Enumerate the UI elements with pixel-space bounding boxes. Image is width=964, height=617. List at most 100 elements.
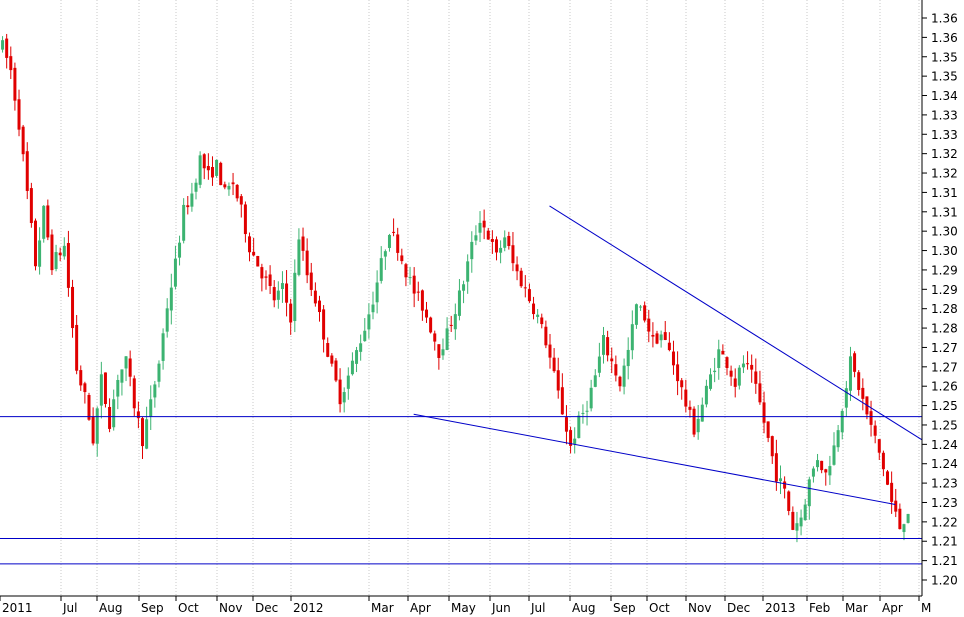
candle-body bbox=[313, 290, 317, 304]
x-tick-label: M bbox=[921, 601, 931, 615]
candle-body bbox=[186, 205, 190, 208]
candle-body bbox=[387, 234, 391, 248]
y-tick-label: 1.20 bbox=[931, 574, 958, 588]
candle-body bbox=[655, 333, 659, 344]
candle-body bbox=[515, 264, 519, 272]
candle-body bbox=[235, 184, 239, 199]
y-tick-label: 1.32 bbox=[931, 147, 958, 161]
candle-body bbox=[79, 370, 83, 386]
candle-body bbox=[400, 255, 404, 262]
candle-body bbox=[783, 481, 787, 489]
y-tick-label: 1.29 bbox=[931, 283, 958, 297]
candlestick-series bbox=[1, 33, 910, 543]
candle-body bbox=[309, 272, 313, 290]
candle-body bbox=[643, 305, 647, 321]
candle-body bbox=[894, 500, 898, 512]
candle-body bbox=[816, 460, 820, 468]
y-tick-label: 1.24 bbox=[931, 457, 958, 471]
candle-body bbox=[470, 241, 474, 260]
candle-body bbox=[50, 234, 54, 271]
candle-body bbox=[581, 412, 585, 414]
candle-body bbox=[71, 286, 75, 329]
y-tick-label: 1.36 bbox=[931, 12, 958, 26]
candle-body bbox=[21, 126, 25, 155]
trend-lines bbox=[0, 205, 923, 565]
y-tick-label: 1.24 bbox=[931, 438, 958, 452]
candle-body bbox=[371, 304, 375, 313]
candle-body bbox=[750, 364, 754, 370]
candle-body bbox=[392, 231, 396, 233]
y-tick-label: 1.30 bbox=[931, 244, 958, 258]
candle-body bbox=[869, 411, 873, 425]
candle-body bbox=[58, 252, 62, 256]
x-tick-label: Jul bbox=[62, 601, 77, 615]
candle-body bbox=[544, 326, 548, 346]
candle-body bbox=[46, 205, 50, 238]
candle-body bbox=[906, 513, 910, 523]
candle-body bbox=[733, 378, 737, 387]
candle-body bbox=[83, 383, 87, 393]
candle-body bbox=[165, 308, 169, 332]
candle-body bbox=[42, 205, 46, 239]
candle-body bbox=[54, 252, 58, 269]
candle-body bbox=[338, 379, 342, 405]
candle-body bbox=[38, 240, 42, 267]
y-tick-label: 1.30 bbox=[931, 225, 958, 239]
candle-body bbox=[66, 243, 70, 288]
candle-body bbox=[499, 247, 503, 253]
candle-body bbox=[272, 287, 276, 301]
x-tick-label: Aug bbox=[572, 601, 595, 615]
candle-body bbox=[630, 324, 634, 351]
candle-body bbox=[770, 436, 774, 457]
y-tick-label: 1.33 bbox=[931, 108, 958, 122]
candle-body bbox=[243, 204, 247, 235]
candle-body bbox=[99, 374, 103, 406]
x-tick-label: Sep bbox=[613, 601, 636, 615]
candle-body bbox=[260, 267, 264, 279]
x-tick-label: Apr bbox=[882, 601, 903, 615]
candle-body bbox=[857, 372, 861, 390]
candle-body bbox=[803, 504, 807, 521]
candle-body bbox=[108, 406, 112, 429]
candle-body bbox=[688, 406, 692, 410]
candle-body bbox=[552, 357, 556, 372]
candle-body bbox=[853, 353, 857, 372]
candle-body bbox=[898, 508, 902, 530]
candle-body bbox=[437, 344, 441, 358]
candle-body bbox=[639, 306, 643, 308]
candle-body bbox=[676, 364, 680, 382]
candle-body bbox=[198, 155, 202, 185]
candle-body bbox=[482, 220, 486, 228]
y-tick-label: 1.21 bbox=[931, 535, 958, 549]
candle-body bbox=[297, 239, 301, 275]
candle-body bbox=[457, 290, 461, 316]
y-tick-label: 1.29 bbox=[931, 263, 958, 277]
candle-body bbox=[474, 235, 478, 241]
candle-body bbox=[577, 415, 581, 439]
y-tick-label: 1.32 bbox=[931, 167, 958, 181]
candle-body bbox=[29, 188, 33, 224]
y-tick-label: 1.25 bbox=[931, 418, 958, 432]
candle-body bbox=[680, 380, 684, 388]
candle-body bbox=[659, 334, 663, 341]
candle-body bbox=[280, 283, 284, 290]
candle-body bbox=[33, 220, 37, 267]
candle-body bbox=[116, 379, 120, 397]
candle-body bbox=[173, 258, 177, 287]
candle-body bbox=[145, 419, 149, 449]
candle-body bbox=[103, 372, 107, 405]
candle-body bbox=[453, 314, 457, 330]
candle-body bbox=[223, 184, 227, 188]
y-tick-label: 1.36 bbox=[931, 31, 958, 45]
candle-body bbox=[832, 445, 836, 465]
candle-body bbox=[420, 290, 424, 311]
candle-body bbox=[700, 404, 704, 422]
y-tick-label: 1.31 bbox=[931, 205, 958, 219]
candle-body bbox=[317, 300, 321, 313]
candle-body bbox=[532, 303, 536, 315]
y-tick-label: 1.27 bbox=[931, 341, 958, 355]
y-tick-label: 1.33 bbox=[931, 128, 958, 142]
candle-body bbox=[704, 385, 708, 405]
x-tick-label: Dec bbox=[255, 601, 278, 615]
candle-body bbox=[848, 356, 852, 391]
